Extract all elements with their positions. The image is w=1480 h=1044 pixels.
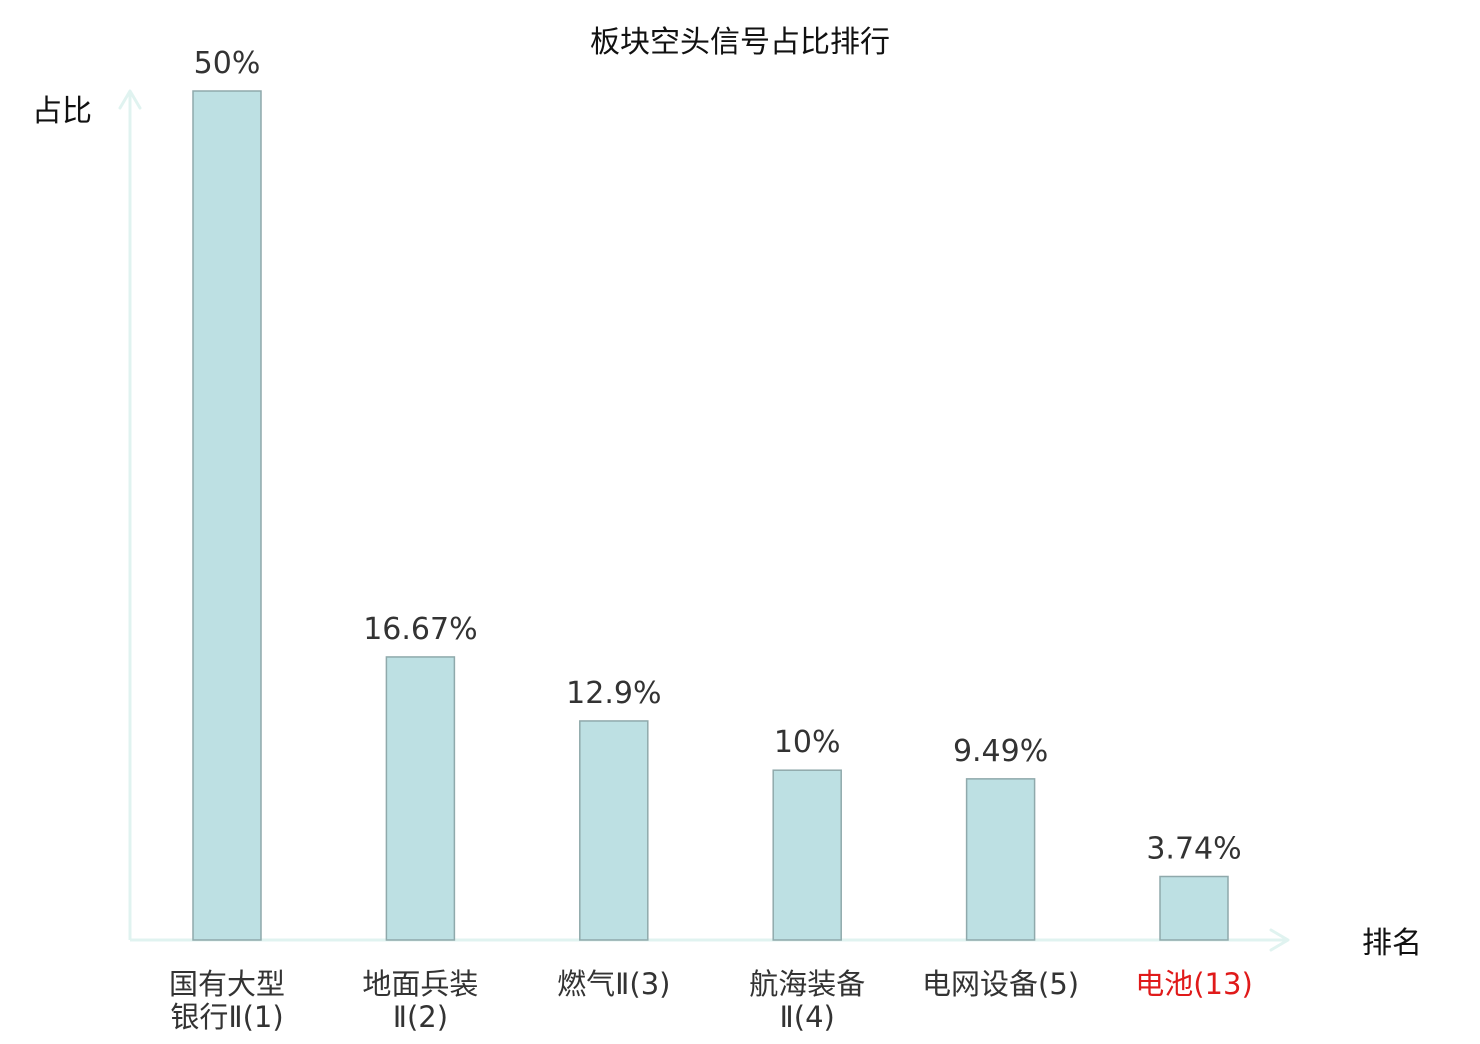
category-label: 银行Ⅱ(1) — [170, 1000, 283, 1034]
value-labels-group: 50% 16.67% 12.9% 10% 9.49% 3.74% — [194, 46, 1242, 866]
bars-group — [192, 90, 1229, 941]
bar — [772, 769, 842, 941]
category-label: 燃气Ⅱ(3) — [557, 967, 670, 1001]
y-axis-arrow-icon — [118, 89, 142, 110]
category-label: 电网设备(5) — [922, 967, 1079, 1001]
value-label: 50% — [194, 46, 261, 81]
value-label: 16.67% — [363, 612, 477, 647]
category-label: 国有大型 — [169, 967, 285, 1001]
category-label: 航海装备 — [749, 967, 865, 1001]
x-axis-arrow-icon — [1269, 928, 1290, 952]
value-label: 10% — [774, 725, 841, 760]
value-label: 3.74% — [1146, 831, 1241, 866]
bar — [192, 90, 262, 941]
category-label: Ⅱ(2) — [393, 1000, 448, 1034]
category-label: Ⅱ(4) — [780, 1000, 835, 1034]
chart-title: 板块空头信号占比排行 — [590, 25, 890, 60]
bar — [1159, 875, 1229, 941]
bar — [965, 778, 1036, 941]
bar — [579, 720, 649, 941]
axes — [118, 89, 1290, 952]
y-axis-label: 占比 — [32, 94, 92, 129]
x-axis-label: 排名 — [1362, 926, 1422, 961]
category-label: 电池(13) — [1135, 967, 1253, 1001]
value-label: 12.9% — [566, 676, 661, 711]
category-label: 地面兵装 — [362, 967, 478, 1001]
value-label: 9.49% — [953, 734, 1048, 769]
bar — [385, 656, 456, 941]
